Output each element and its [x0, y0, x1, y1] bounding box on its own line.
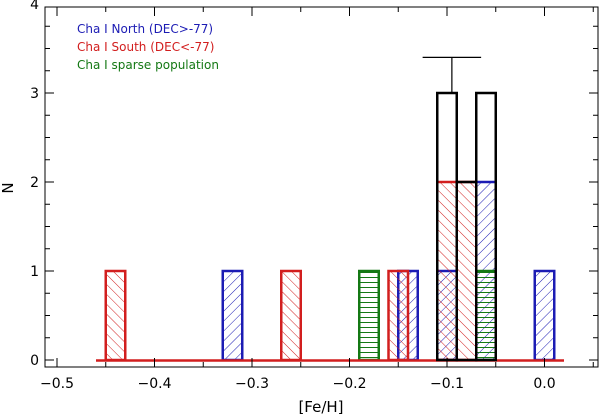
bar-sparse-0: [358, 269, 380, 362]
x-tick-label: −0.3: [235, 376, 269, 392]
bar-south-0: [104, 269, 127, 362]
y-tick-label: 4: [30, 0, 39, 13]
bar-total-2: [475, 91, 497, 362]
bar-sparse-1: [475, 269, 497, 362]
y-tick-label: 3: [30, 86, 39, 102]
y-tick-label: 1: [30, 264, 39, 280]
x-tick-label: −0.2: [333, 376, 367, 392]
bar-south-3: [436, 180, 458, 362]
bar-north-4: [533, 269, 556, 362]
y-tick-label: 2: [30, 175, 39, 191]
x-axis-title: [Fe/H]: [298, 398, 343, 416]
x-tick-label: −0.1: [430, 376, 464, 392]
y-tick-label: 0: [30, 353, 39, 369]
legend-entry-sparse: Cha I sparse population: [77, 58, 219, 72]
axes: −0.5 −0.4 −0.3 −0.2 −0.1 0.0 0 1 2 3 4: [30, 0, 599, 392]
legend: Cha I North (DEC>-77) Cha I South (DEC<-…: [77, 22, 219, 72]
plot-area: [96, 56, 564, 362]
x-tick-label: 0.0: [533, 376, 555, 392]
y-axis-title: N: [0, 182, 17, 193]
x-tick-label: −0.4: [138, 376, 172, 392]
legend-entry-south: Cha I South (DEC<-77): [77, 40, 214, 54]
bar-north-0: [221, 269, 244, 362]
legend-entry-north: Cha I North (DEC>-77): [77, 22, 213, 36]
x-tick-label: −0.5: [40, 376, 74, 392]
plot-frame: [44, 6, 599, 368]
bar-south-4: [455, 180, 478, 362]
bar-south-2: [387, 269, 410, 362]
bar-south-1: [280, 269, 302, 362]
